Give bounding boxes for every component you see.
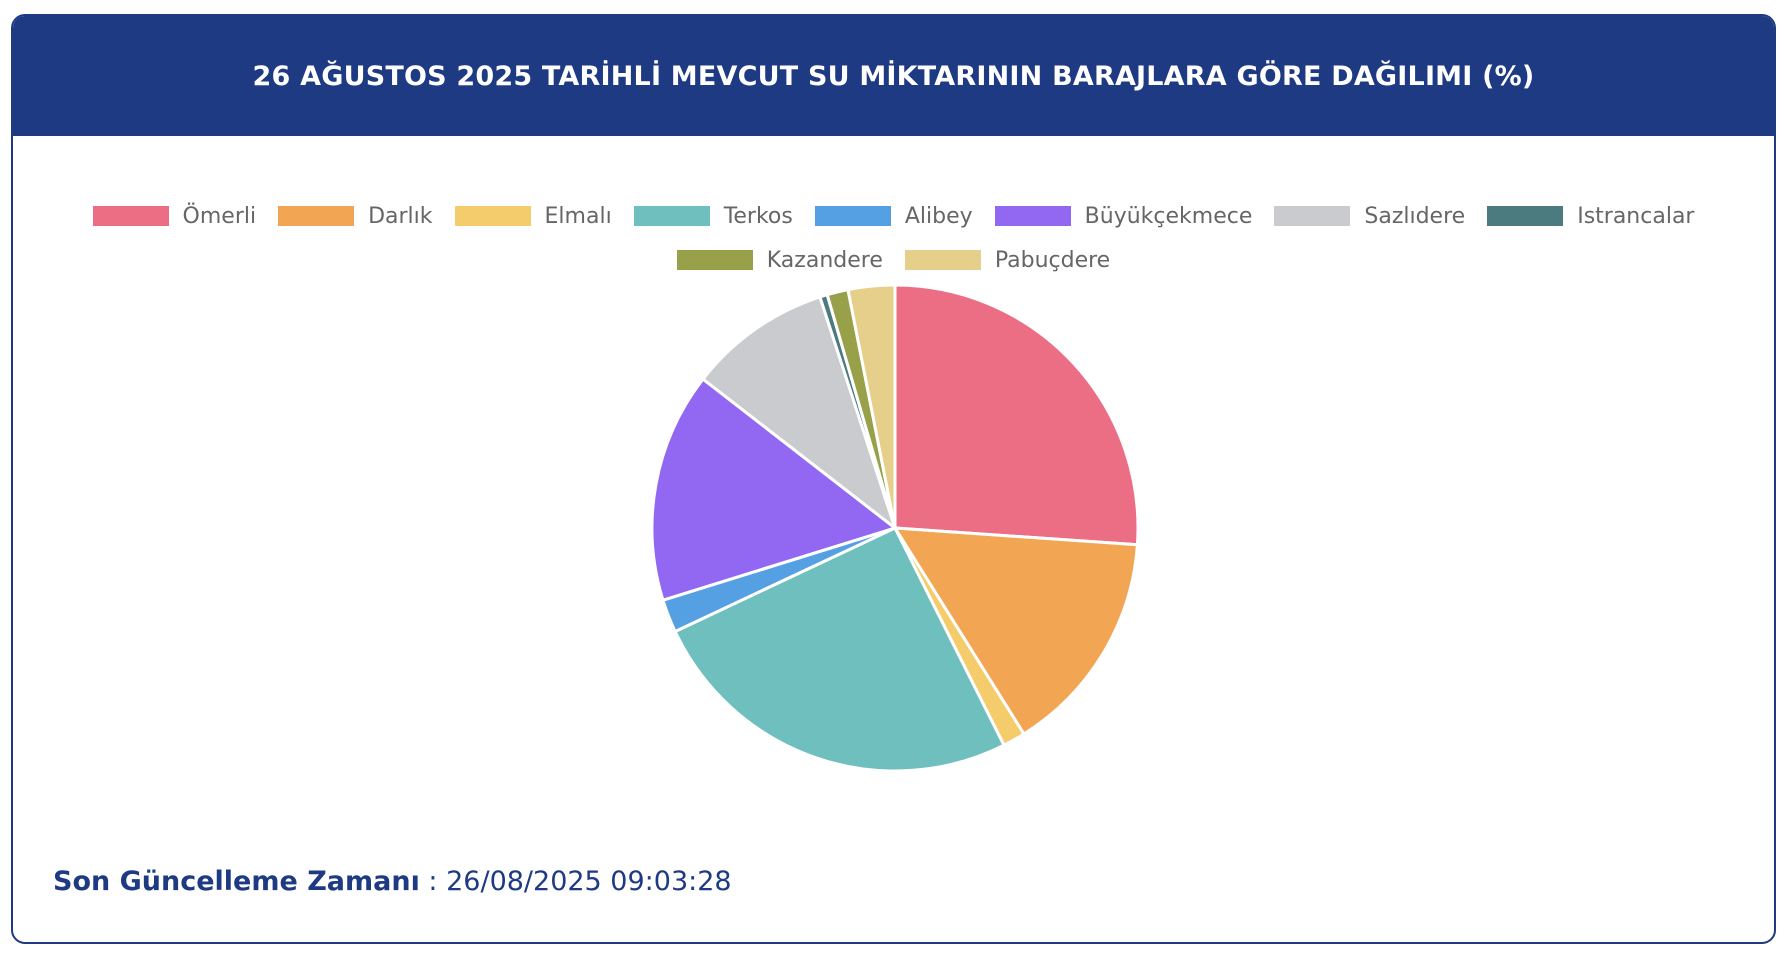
- pie-slice-pabuçdere[interactable]: [846, 283, 897, 530]
- legend-row: Ömerli Darlık Elmalı Terkos Alibey Büyükçekme…: [13, 194, 1774, 238]
- legend-swatch: [278, 206, 355, 226]
- pie-slice-büyükçekmece[interactable]: [650, 377, 897, 602]
- chart-legend: Ömerli Darlık Elmalı Terkos Alibey Büyükçekme…: [13, 194, 1774, 282]
- legend-item[interactable]: Kazandere: [676, 247, 883, 273]
- legend-swatch: [1487, 206, 1564, 226]
- legend-swatch: [92, 206, 169, 226]
- legend-item[interactable]: Istrancalar: [1487, 204, 1694, 229]
- legend-label: Darlık: [368, 203, 433, 229]
- legend-item[interactable]: Darlık: [278, 203, 433, 229]
- legend-swatch: [633, 206, 710, 226]
- legend-swatch: [454, 206, 531, 226]
- legend-item[interactable]: Pabuçdere: [904, 247, 1111, 273]
- legend-label: Terkos: [723, 203, 793, 229]
- legend-swatch: [676, 250, 753, 270]
- legend-item[interactable]: Büyükçekmece: [994, 203, 1253, 229]
- legend-label: Istrancalar: [1577, 203, 1695, 229]
- chart-card: 26 AĞUSTOS 2025 TARİHLİ MEVCUT SU MİKTAR…: [11, 14, 1776, 944]
- legend-label: Alibey: [904, 203, 973, 229]
- legend-label: Kazandere: [766, 247, 883, 273]
- pie-slice-ömerli[interactable]: [893, 283, 1140, 547]
- legend-swatch: [994, 206, 1071, 226]
- pie-slice-sazlıdere[interactable]: [701, 295, 897, 530]
- last-update-label: Son Güncelleme Zamanı: [53, 866, 420, 897]
- legend-item[interactable]: Ömerli: [92, 203, 257, 229]
- legend-label: Büyükçekmece: [1084, 203, 1253, 229]
- legend-item[interactable]: Alibey: [814, 203, 973, 229]
- legend-item[interactable]: Terkos: [633, 203, 793, 229]
- legend-item[interactable]: Sazlıdere: [1274, 204, 1465, 229]
- legend-row: Kazandere Pabuçdere: [13, 238, 1774, 282]
- card-header: 26 AĞUSTOS 2025 TARİHLİ MEVCUT SU MİKTAR…: [13, 16, 1774, 136]
- pie-slice-terkos[interactable]: [673, 526, 1006, 773]
- legend-item[interactable]: Elmalı: [454, 203, 612, 229]
- last-update-value: 26/08/2025 09:03:28: [446, 866, 732, 897]
- legend-label: Elmalı: [544, 203, 612, 229]
- legend-label: Sazlıdere: [1364, 203, 1466, 229]
- pie-slice-darlık[interactable]: [893, 526, 1139, 736]
- legend-swatch: [814, 206, 891, 226]
- legend-label: Ömerli: [182, 203, 257, 229]
- legend-swatch: [1274, 206, 1351, 226]
- last-update: Son Güncelleme Zamanı : 26/08/2025 09:03…: [53, 866, 732, 897]
- last-update-separator: :: [419, 866, 447, 897]
- legend-swatch: [904, 250, 981, 270]
- legend-label: Pabuçdere: [994, 247, 1111, 273]
- chart-title: 26 AĞUSTOS 2025 TARİHLİ MEVCUT SU MİKTAR…: [252, 60, 1535, 92]
